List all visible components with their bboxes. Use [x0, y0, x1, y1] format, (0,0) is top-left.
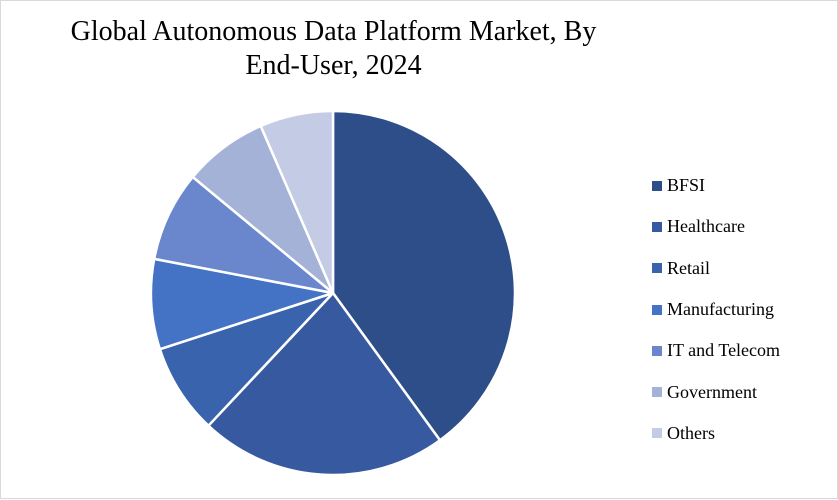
pie-slice-healthcare	[207, 291, 442, 477]
legend-label: IT and Telecom	[667, 340, 781, 361]
legend-item: Government	[652, 371, 780, 412]
legend-swatch	[652, 387, 662, 398]
chart-legend: BFSI Healthcare Retail Manufacturing IT and …	[652, 165, 780, 454]
legend-label: Manufacturing	[667, 299, 774, 320]
legend-item: BFSI	[652, 165, 780, 206]
pie-slice-retail	[158, 291, 335, 427]
chart-title: Global Autonomous Data Platform Market, …	[70, 16, 597, 81]
legend-label: BFSI	[667, 175, 706, 196]
legend-item: Manufacturing	[652, 289, 780, 330]
legend-label: Healthcare	[667, 216, 745, 237]
legend-label: Others	[667, 422, 715, 443]
legend-swatch	[652, 345, 662, 356]
legend-label: Retail	[667, 257, 710, 278]
legend-item: Healthcare	[652, 206, 780, 247]
pie-slice-others	[259, 109, 335, 295]
legend-swatch	[652, 180, 662, 191]
legend-label: Government	[667, 381, 757, 402]
pie-slice-bfsi	[331, 109, 517, 442]
legend-item: IT and Telecom	[652, 330, 780, 371]
legend-swatch	[652, 428, 662, 439]
legend-swatch	[652, 263, 662, 274]
legend-swatch	[652, 221, 662, 232]
legend-item: Others	[652, 413, 780, 454]
pie-slice-manufacturing	[149, 257, 335, 351]
legend-item: Retail	[652, 248, 780, 289]
pie-slice-it-and-telecom	[152, 175, 335, 295]
legend-swatch	[652, 304, 662, 315]
